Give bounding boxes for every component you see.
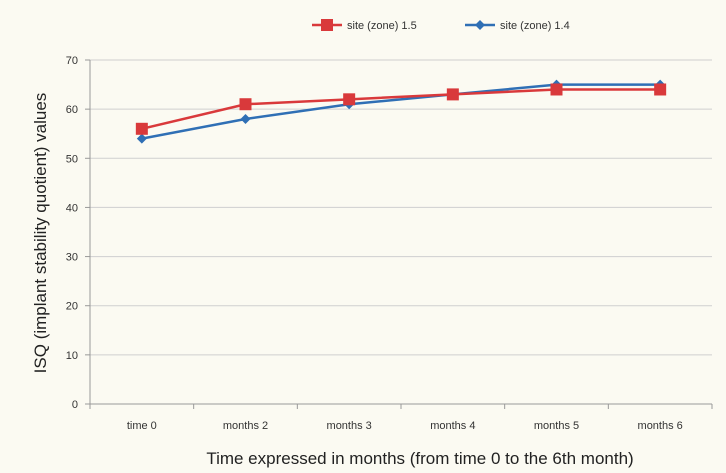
x-tick-label: months 5 xyxy=(534,420,579,432)
legend-marker-0 xyxy=(321,19,333,31)
y-tick-label: 60 xyxy=(66,104,78,116)
data-point-series-0 xyxy=(135,122,148,135)
series-line-1 xyxy=(141,83,661,140)
legend-marker-1 xyxy=(475,20,485,30)
x-tick-label: months 6 xyxy=(638,420,683,432)
data-point-series-0 xyxy=(343,93,356,106)
x-tick-label: months 2 xyxy=(223,420,268,432)
y-tick-label: 10 xyxy=(66,350,78,362)
x-tick-label: time 0 xyxy=(127,420,157,432)
y-tick-label: 50 xyxy=(66,153,78,165)
data-point-series-0 xyxy=(239,98,252,111)
y-tick-label: 0 xyxy=(72,399,78,411)
y-axis-title: ISQ (implant stability quotient) values xyxy=(31,93,50,374)
y-tick-label: 40 xyxy=(66,202,78,214)
data-point-series-0 xyxy=(550,83,563,96)
data-point-series-0 xyxy=(446,88,459,101)
gridlines xyxy=(90,59,712,405)
series-line-0 xyxy=(141,88,661,131)
y-tick-label: 70 xyxy=(66,55,78,67)
series-lines xyxy=(135,79,667,144)
data-point-series-0 xyxy=(654,83,667,96)
legend-label-1: site (zone) 1.4 xyxy=(500,20,570,32)
data-point-series-1 xyxy=(240,113,251,124)
x-axis-title: Time expressed in months (from time 0 to… xyxy=(206,449,633,468)
axes: 0 10 20 30 40 50 60 70 time 0 months 2 months 3 mon… xyxy=(66,55,713,432)
data-point-series-1 xyxy=(136,133,147,144)
legend: site (zone) 1.5 site (zone) 1.4 xyxy=(312,19,570,32)
y-tick-label: 20 xyxy=(66,301,78,313)
x-tick-label: months 3 xyxy=(327,420,372,432)
y-tick-label: 30 xyxy=(66,252,78,264)
x-tick-label: months 4 xyxy=(430,420,475,432)
legend-label-0: site (zone) 1.5 xyxy=(347,20,417,32)
